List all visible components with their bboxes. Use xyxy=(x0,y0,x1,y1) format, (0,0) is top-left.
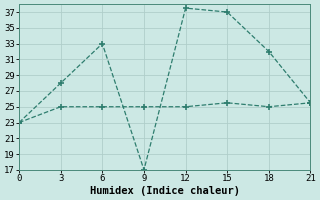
X-axis label: Humidex (Indice chaleur): Humidex (Indice chaleur) xyxy=(90,186,240,196)
